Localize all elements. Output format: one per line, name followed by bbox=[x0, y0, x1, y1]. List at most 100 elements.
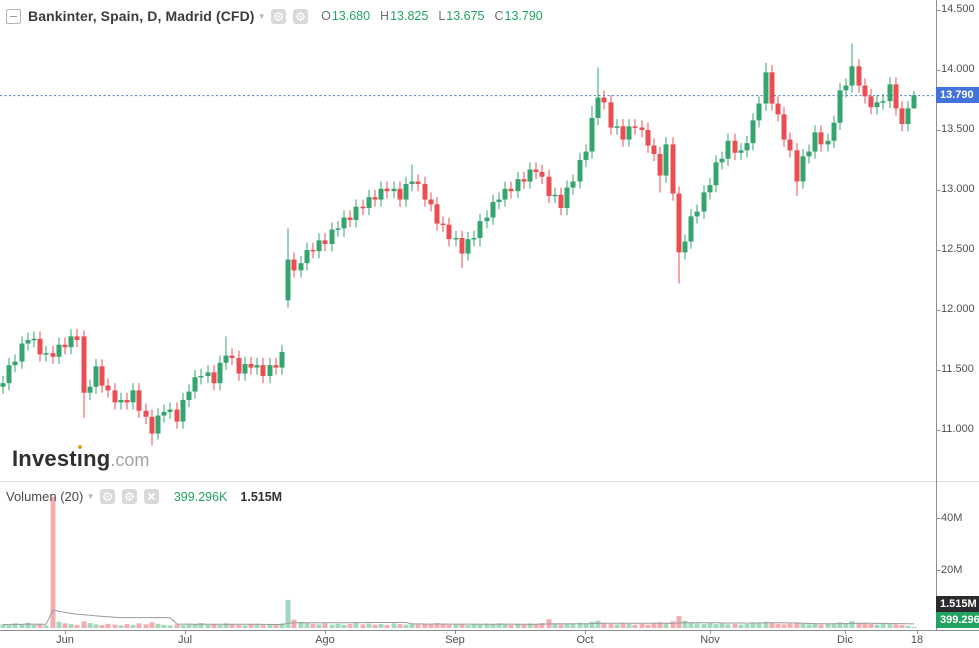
volume-bar bbox=[260, 625, 266, 628]
gear-icon[interactable] bbox=[121, 489, 137, 504]
time-axis-label: Jul bbox=[177, 634, 193, 646]
volume-bar bbox=[800, 623, 806, 628]
volume-bar bbox=[391, 623, 397, 628]
volume-bar bbox=[291, 619, 297, 628]
candle-body bbox=[378, 188, 384, 200]
candle-body bbox=[242, 363, 248, 374]
candle-body bbox=[496, 199, 502, 202]
candle-body bbox=[527, 169, 533, 182]
volume-bar bbox=[688, 622, 694, 628]
candle-body bbox=[657, 153, 663, 176]
volume-bar bbox=[93, 624, 99, 628]
volume-bar bbox=[285, 599, 291, 628]
candle-body bbox=[732, 140, 738, 153]
volume-bar bbox=[56, 621, 62, 628]
volume-bar bbox=[453, 623, 459, 628]
volume-bar bbox=[43, 625, 49, 628]
candle-body bbox=[112, 390, 118, 403]
candle-body bbox=[663, 144, 669, 176]
candle-body bbox=[43, 353, 49, 355]
volume-bar bbox=[68, 624, 74, 628]
candle-body bbox=[800, 156, 806, 182]
volume-bar bbox=[682, 620, 688, 628]
candle-body bbox=[0, 383, 6, 387]
volume-current-value: 399.296K bbox=[173, 489, 228, 504]
investing-watermark: Investı ng.com bbox=[12, 444, 149, 472]
volume-bar bbox=[676, 616, 682, 628]
time-axis-label: 18 bbox=[910, 634, 924, 646]
candle-body bbox=[167, 409, 173, 412]
symbol-title: Bankinter, Spain, D, Madrid (CFD) bbox=[28, 8, 255, 24]
open-value: 13.680 bbox=[331, 9, 371, 23]
candle-body bbox=[31, 338, 37, 341]
volume-bar bbox=[775, 623, 781, 628]
candle-body bbox=[880, 101, 886, 103]
candle-body bbox=[539, 171, 545, 177]
candle-body bbox=[37, 338, 43, 355]
volume-bar bbox=[515, 623, 521, 628]
candle-body bbox=[223, 355, 229, 363]
chevron-down-icon[interactable]: ▾ bbox=[88, 491, 93, 501]
volume-bar bbox=[422, 623, 428, 628]
candle-body bbox=[763, 72, 769, 104]
volume-bar bbox=[310, 623, 316, 628]
candle-body bbox=[217, 362, 223, 384]
candle-body bbox=[812, 132, 818, 152]
candle-body bbox=[701, 192, 707, 212]
chevron-down-icon[interactable]: ▾ bbox=[259, 10, 265, 21]
candle-body bbox=[384, 188, 390, 192]
volume-bar bbox=[50, 496, 56, 628]
volume-bar bbox=[105, 623, 111, 628]
volume-bar bbox=[130, 624, 136, 628]
volume-bar bbox=[279, 623, 285, 628]
time-axis-label: Sep bbox=[445, 634, 465, 646]
volume-indicator-title: Volumen (20) bbox=[6, 489, 84, 504]
candle-body bbox=[502, 188, 508, 200]
candle-body bbox=[105, 385, 111, 391]
price-axis-label: 12.500 bbox=[941, 243, 975, 256]
time-axis-label: Jun bbox=[56, 634, 74, 646]
candle-body bbox=[254, 365, 260, 368]
gear-icon[interactable] bbox=[293, 8, 309, 24]
candle-body bbox=[825, 140, 831, 145]
volume-bar bbox=[99, 625, 105, 628]
candle-body bbox=[180, 399, 186, 422]
volume-bar bbox=[868, 624, 874, 628]
volume-bar bbox=[626, 624, 632, 628]
candle-body bbox=[589, 117, 595, 152]
candle-wick bbox=[411, 164, 413, 192]
candle-body bbox=[719, 158, 725, 163]
volume-bar bbox=[893, 624, 899, 628]
candle-body bbox=[267, 365, 273, 376]
high-value: 13.825 bbox=[390, 9, 429, 23]
candle-body bbox=[670, 144, 676, 194]
candle-body bbox=[756, 103, 762, 121]
eye-icon[interactable] bbox=[271, 8, 287, 24]
volume-bar bbox=[87, 623, 93, 628]
candle-body bbox=[484, 217, 490, 222]
candle-body bbox=[843, 85, 849, 91]
volume-bar bbox=[372, 624, 378, 628]
candle-body bbox=[81, 336, 87, 393]
candle-body bbox=[205, 372, 211, 376]
volume-bar bbox=[397, 624, 403, 628]
volume-bar bbox=[781, 624, 787, 628]
volume-bar bbox=[657, 622, 663, 628]
volume-bar bbox=[750, 623, 756, 628]
candle-body bbox=[806, 151, 812, 157]
volume-bar bbox=[614, 624, 620, 628]
eye-icon[interactable] bbox=[99, 489, 115, 504]
candle-body bbox=[837, 90, 843, 123]
volume-bar bbox=[527, 623, 533, 628]
candle-body bbox=[868, 96, 874, 108]
close-icon[interactable] bbox=[143, 489, 159, 504]
candle-body bbox=[552, 194, 558, 197]
volume-bar bbox=[769, 623, 775, 628]
legend-collapse-icon[interactable] bbox=[6, 8, 21, 24]
candle-body bbox=[515, 179, 521, 192]
candle-body bbox=[161, 411, 167, 416]
candle-body bbox=[620, 126, 626, 140]
candle-body bbox=[136, 390, 142, 411]
volume-bar bbox=[192, 624, 198, 628]
